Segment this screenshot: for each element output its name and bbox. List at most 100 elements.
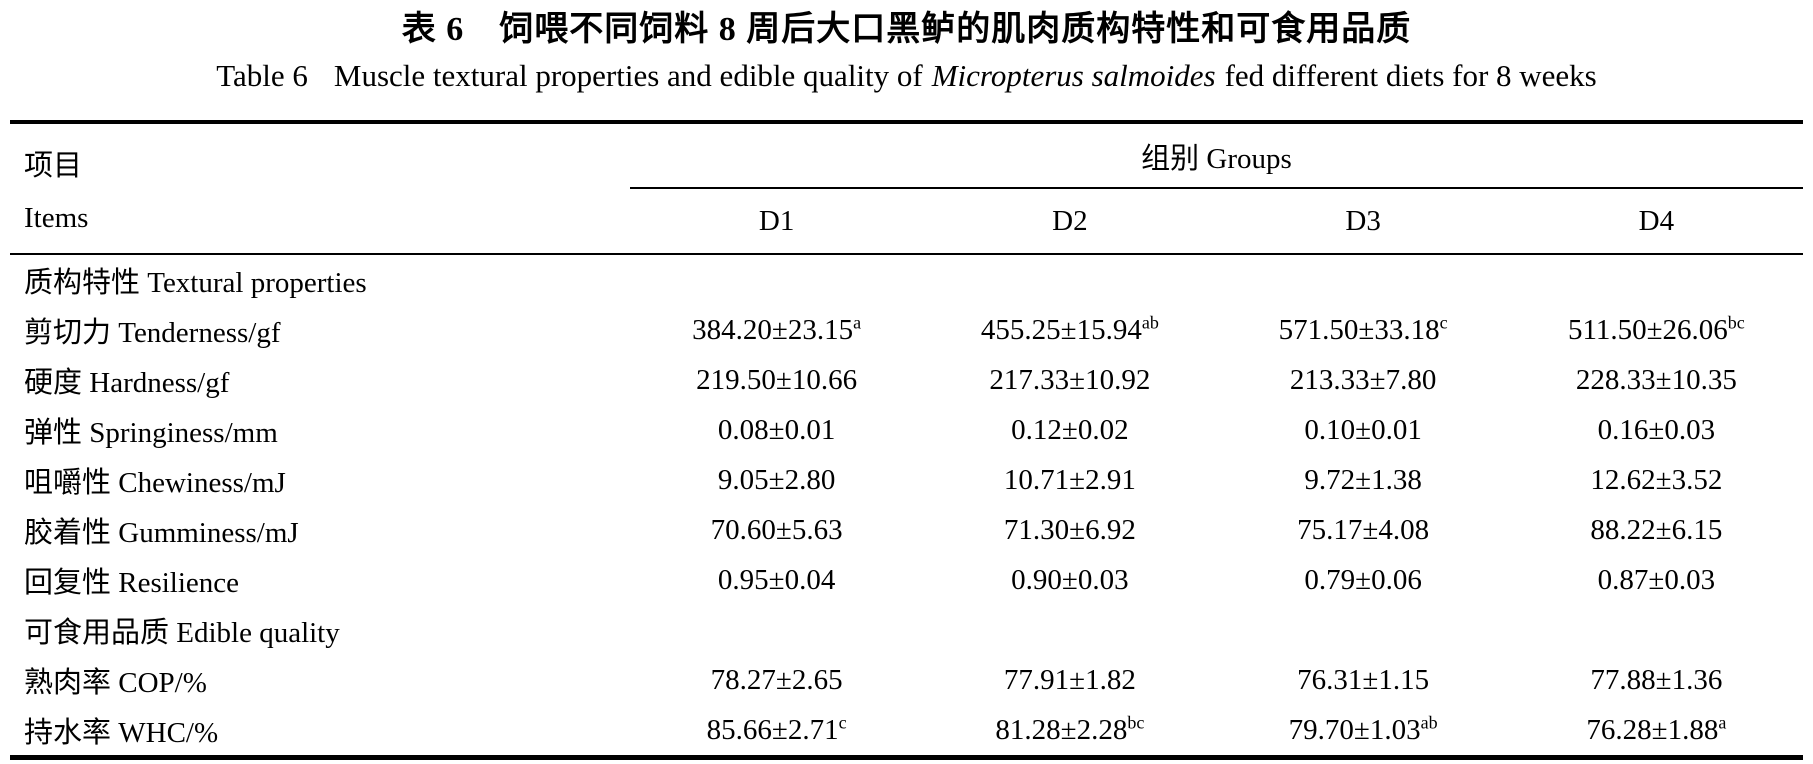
value-cell-d1: 384.20±23.15a <box>630 311 923 347</box>
value-cell-d3: 213.33±7.80 <box>1217 364 1510 397</box>
value-cell-d3: 75.17±4.08 <box>1217 514 1510 547</box>
significance-superscript: a <box>1718 711 1727 732</box>
row-label: 胶着性 Gumminess/mJ <box>24 517 299 549</box>
value-cell-d1: 9.05±2.80 <box>630 464 923 497</box>
value-text: 9.05±2.80 <box>717 463 836 496</box>
value-text: 12.62±3.52 <box>1590 463 1723 496</box>
section-label: 质构特性 Textural properties <box>24 267 367 299</box>
section-label: 可食用品质 Edible quality <box>24 617 340 649</box>
value-text: 0.12±0.02 <box>1011 413 1129 446</box>
significance-superscript: bc <box>1727 311 1745 332</box>
table-row-hardness: 硬度 Hardness/gf 219.50±10.66 217.33±10.92… <box>10 355 1803 405</box>
table-row-tenderness: 剪切力 Tenderness/gf 384.20±23.15a 455.25±1… <box>10 305 1803 355</box>
value-cell-d1: 0.08±0.01 <box>630 414 923 447</box>
value-cell-d4: 511.50±26.06bc <box>1510 311 1803 347</box>
value-text: 511.50±26.06 <box>1567 313 1728 346</box>
value-text: 85.66±2.71 <box>706 713 839 746</box>
table-row-gumminess: 胶着性 Gumminess/mJ 70.60±5.63 71.30±6.92 7… <box>10 505 1803 555</box>
value-text: 10.71±2.91 <box>1003 463 1136 496</box>
group-column-headers: D1 D2 D3 D4 <box>630 189 1803 253</box>
data-table: 项目 Items 组别 Groups D1 D2 D3 D4 质构特性 Text… <box>10 120 1803 760</box>
section-row-edible-quality: 可食用品质 Edible quality <box>10 605 1803 655</box>
significance-superscript: ab <box>1141 311 1159 332</box>
value-text: 217.33±10.92 <box>989 363 1151 396</box>
value-cell-d2: 217.33±10.92 <box>923 364 1216 397</box>
value-cell-d2: 81.28±2.28bc <box>923 711 1216 747</box>
significance-superscript: a <box>853 311 862 332</box>
value-cell-d1: 78.27±2.65 <box>630 664 923 697</box>
value-cell-d3: 79.70±1.03ab <box>1217 711 1510 747</box>
value-cell-d4: 228.33±10.35 <box>1510 364 1803 397</box>
value-text: 0.10±0.01 <box>1304 413 1422 446</box>
value-cell-d2: 455.25±15.94ab <box>923 311 1216 347</box>
row-label: 回复性 Resilience <box>24 567 240 599</box>
row-label: 咀嚼性 Chewiness/mJ <box>24 467 286 499</box>
value-cell-d1: 70.60±5.63 <box>630 514 923 547</box>
value-text: 88.22±6.15 <box>1590 513 1723 546</box>
column-header-d1: D1 <box>758 204 795 237</box>
value-text: 76.31±1.15 <box>1297 663 1430 696</box>
significance-superscript: bc <box>1127 711 1145 732</box>
value-cell-d4: 0.16±0.03 <box>1510 414 1803 447</box>
row-label: 剪切力 Tenderness/gf <box>24 317 281 349</box>
value-cell-d4: 77.88±1.36 <box>1510 664 1803 697</box>
value-cell-d4: 12.62±3.52 <box>1510 464 1803 497</box>
items-label-zh: 项目 <box>24 150 83 182</box>
value-text: 228.33±10.35 <box>1575 363 1737 396</box>
value-cell-d2: 10.71±2.91 <box>923 464 1216 497</box>
value-text: 76.28±1.88 <box>1586 713 1719 746</box>
value-text: 0.95±0.04 <box>717 563 836 596</box>
value-text: 81.28±2.28 <box>995 713 1128 746</box>
value-text: 213.33±7.80 <box>1289 363 1437 396</box>
title-text-before-species: Muscle textural properties and edible qu… <box>333 58 923 93</box>
row-label: 硬度 Hardness/gf <box>24 367 230 399</box>
significance-superscript: c <box>838 711 847 732</box>
groups-header-cell: 组别 Groups D1 D2 D3 D4 <box>630 124 1803 253</box>
value-text: 0.87±0.03 <box>1597 563 1716 596</box>
value-cell-d3: 9.72±1.38 <box>1217 464 1510 497</box>
title-text-after-species: fed different diets for 8 weeks <box>1224 58 1597 93</box>
value-cell-d2: 0.12±0.02 <box>923 414 1216 447</box>
row-label: 熟肉率 COP/% <box>24 667 207 699</box>
items-header-cell: 项目 Items <box>10 124 630 253</box>
row-label: 持水率 WHC/% <box>24 717 219 749</box>
value-text: 71.30±6.92 <box>1003 513 1136 546</box>
table-row-whc: 持水率 WHC/% 85.66±2.71c 81.28±2.28bc 79.70… <box>10 705 1803 755</box>
table-header: 项目 Items 组别 Groups D1 D2 D3 D4 <box>10 124 1803 255</box>
value-text: 78.27±2.65 <box>710 663 843 696</box>
value-text: 75.17±4.08 <box>1297 513 1430 546</box>
significance-superscript: c <box>1439 311 1448 332</box>
value-text: 9.72±1.38 <box>1304 463 1422 496</box>
value-text: 77.91±1.82 <box>1003 663 1136 696</box>
items-label-en: Items <box>24 202 89 234</box>
significance-superscript: ab <box>1420 711 1438 732</box>
table-number-label: Table 6 <box>216 58 308 93</box>
section-row-textural-properties: 质构特性 Textural properties <box>10 255 1803 305</box>
row-label: 弹性 Springiness/mm <box>24 417 278 449</box>
table-row-resilience: 回复性 Resilience 0.95±0.04 0.90±0.03 0.79±… <box>10 555 1803 605</box>
value-cell-d2: 0.90±0.03 <box>923 564 1216 597</box>
value-text: 0.08±0.01 <box>717 413 836 446</box>
table-row-cop: 熟肉率 COP/% 78.27±2.65 77.91±1.82 76.31±1.… <box>10 655 1803 705</box>
table-title-zh: 表 6 饲喂不同饲料 8 周后大口黑鲈的肌肉质构特性和可食用品质 <box>401 11 1412 48</box>
value-text: 70.60±5.63 <box>710 513 843 546</box>
value-text: 0.16±0.03 <box>1597 413 1716 446</box>
value-text: 77.88±1.36 <box>1590 663 1723 696</box>
value-cell-d1: 85.66±2.71c <box>630 711 923 747</box>
table-body: 质构特性 Textural properties 剪切力 Tenderness/… <box>10 255 1803 755</box>
value-cell-d4: 0.87±0.03 <box>1510 564 1803 597</box>
value-cell-d2: 77.91±1.82 <box>923 664 1216 697</box>
value-text: 455.25±15.94 <box>980 313 1142 346</box>
value-text: 571.50±33.18 <box>1278 313 1440 346</box>
column-header-d3: D3 <box>1345 204 1381 237</box>
value-cell-d4: 88.22±6.15 <box>1510 514 1803 547</box>
value-text: 0.79±0.06 <box>1304 563 1422 596</box>
value-text: 79.70±1.03 <box>1288 713 1421 746</box>
value-cell-d1: 0.95±0.04 <box>630 564 923 597</box>
table-row-springiness: 弹性 Springiness/mm 0.08±0.01 0.12±0.02 0.… <box>10 405 1803 455</box>
value-cell-d2: 71.30±6.92 <box>923 514 1216 547</box>
table-row-chewiness: 咀嚼性 Chewiness/mJ 9.05±2.80 10.71±2.91 9.… <box>10 455 1803 505</box>
value-cell-d4: 76.28±1.88a <box>1510 711 1803 747</box>
species-name: Micropterus salmoides <box>931 58 1216 93</box>
